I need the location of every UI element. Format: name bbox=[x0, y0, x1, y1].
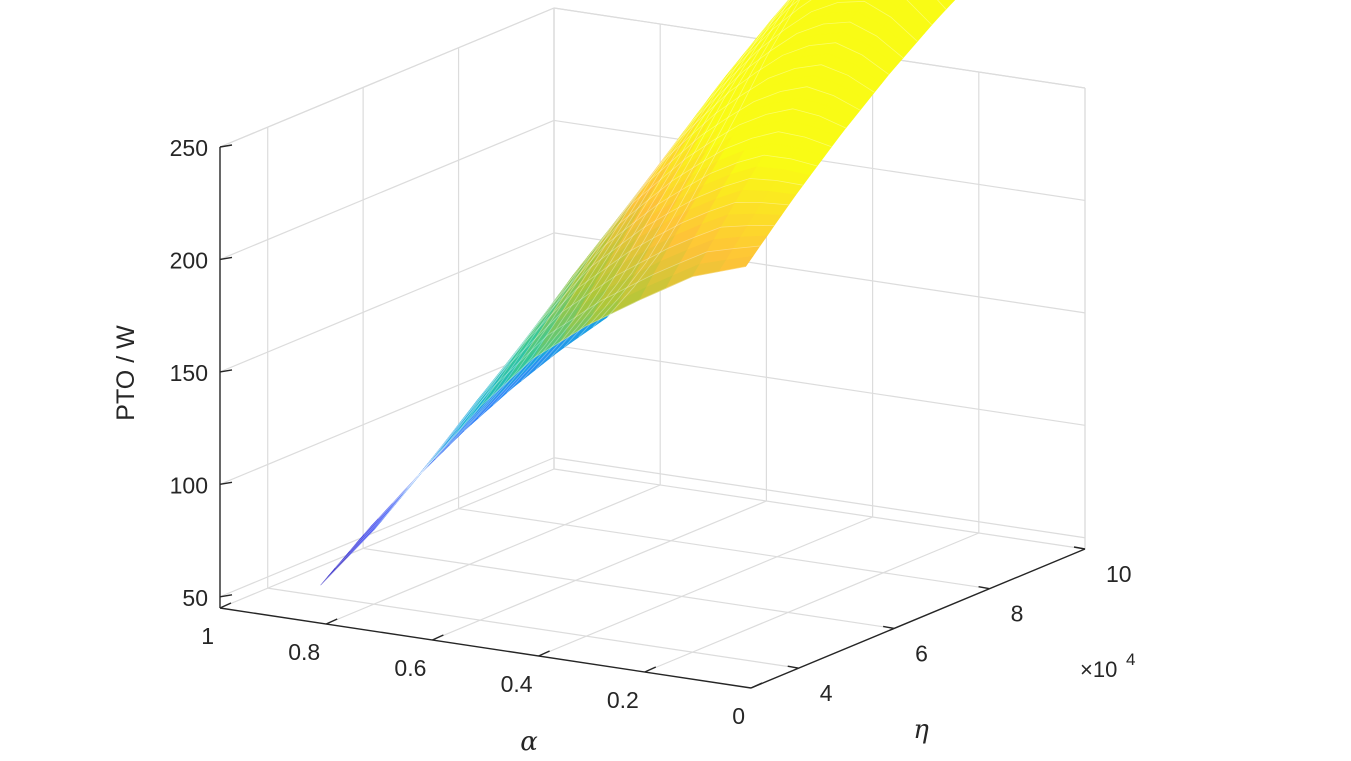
z-tick-label: 250 bbox=[170, 135, 208, 161]
y-tick-label: 8 bbox=[1011, 601, 1024, 627]
x-tick-label: 0 bbox=[732, 703, 745, 729]
z-tick-mark bbox=[219, 481, 233, 486]
x-tick-label: 0.8 bbox=[288, 639, 320, 665]
y-tick-mark bbox=[787, 665, 799, 669]
surface-mesh-line bbox=[478, 21, 904, 419]
surface-mesh-line bbox=[377, 178, 803, 520]
grid-line-y bbox=[363, 547, 895, 630]
z-tick-mark bbox=[219, 369, 233, 373]
grid-line-x bbox=[219, 468, 555, 609]
grid-line-x bbox=[644, 532, 980, 673]
surface-mesh-line bbox=[363, 201, 789, 535]
surface-mesh-line bbox=[520, 0, 947, 382]
surface-mesh-line bbox=[506, 0, 932, 394]
y-tick-label: 10 bbox=[1106, 561, 1132, 587]
z-tick-label: 200 bbox=[170, 247, 208, 273]
grid-line-z bbox=[219, 119, 555, 260]
x-tick-mark bbox=[750, 682, 763, 689]
grid-line-z bbox=[553, 457, 1086, 539]
x-tick-mark bbox=[325, 618, 338, 625]
grid-line-x bbox=[538, 516, 873, 657]
grid-lines bbox=[219, 7, 1086, 689]
y-axis-exponent: ×10 4 bbox=[1080, 650, 1135, 682]
surface-mesh-line bbox=[392, 154, 818, 504]
y-axis-label: η bbox=[913, 715, 929, 745]
grid-line-y bbox=[267, 587, 799, 669]
grid-line-x bbox=[325, 484, 661, 625]
surface-mesh-line bbox=[535, 0, 793, 370]
y-tick-mark bbox=[1073, 546, 1086, 550]
grid-line-z bbox=[219, 232, 555, 373]
y-exponent-base: ×10 bbox=[1080, 657, 1117, 682]
x-tick-label: 1 bbox=[201, 623, 214, 649]
x-axis-line bbox=[219, 607, 752, 689]
surface-mesh-line bbox=[549, 0, 790, 359]
grid-line-z bbox=[553, 344, 1086, 426]
x-tick-label: 0.2 bbox=[607, 687, 639, 713]
surface-mesh-line bbox=[320, 266, 746, 586]
z-tick-mark bbox=[219, 144, 233, 148]
tick-labels: 0 0.2 0.4 0.6 0.8 1 4 6 8 10 50 100 150 200 250 bbox=[170, 135, 1132, 729]
surface-patch bbox=[718, 255, 754, 272]
y-axis-line bbox=[750, 548, 1086, 689]
x-tick-label: 0.6 bbox=[394, 655, 426, 681]
pto-surface bbox=[320, 0, 956, 586]
y-tick-label: 4 bbox=[820, 680, 833, 706]
surface-mesh-line bbox=[420, 108, 846, 474]
surface-mesh-line bbox=[592, 0, 795, 328]
box-edge bbox=[219, 7, 555, 148]
x-tick-mark bbox=[644, 666, 657, 673]
axis-lines bbox=[219, 147, 1086, 689]
grid-line-y bbox=[458, 508, 990, 590]
z-tick-mark bbox=[219, 594, 233, 598]
grid-line-y bbox=[553, 468, 1086, 550]
x-tick-mark bbox=[219, 602, 232, 609]
back-wall-left bbox=[220, 12, 551, 604]
surface-mesh-line bbox=[349, 225, 775, 552]
y-tick-label: 6 bbox=[915, 640, 928, 666]
y-tick-mark bbox=[978, 586, 990, 590]
z-axis-label: PTO / W bbox=[112, 325, 140, 421]
z-tick-label: 100 bbox=[170, 472, 208, 498]
y-exponent-power: 4 bbox=[1126, 650, 1135, 669]
surface-mesh-line bbox=[578, 0, 791, 338]
surface-mesh-line bbox=[463, 42, 890, 432]
z-tick-label: 150 bbox=[170, 360, 208, 386]
z-tick-label: 50 bbox=[182, 585, 208, 611]
z-tick-mark bbox=[219, 256, 233, 261]
surface-mesh-line bbox=[406, 131, 832, 489]
x-axis-label: α bbox=[520, 727, 538, 757]
grid-line-z bbox=[219, 457, 555, 598]
surface-mesh-line bbox=[449, 64, 875, 446]
surface-mesh-line bbox=[563, 0, 789, 348]
x-tick-label: 0.4 bbox=[501, 671, 533, 697]
y-tick-mark bbox=[883, 625, 895, 630]
surface-mesh-line bbox=[606, 0, 801, 318]
surface-mesh-line bbox=[492, 0, 918, 406]
x-tick-mark bbox=[432, 634, 444, 641]
grid-line-x bbox=[432, 500, 767, 641]
grid-line-z bbox=[219, 344, 555, 485]
surface-mesh-line bbox=[435, 86, 861, 460]
surface-mesh-line bbox=[334, 245, 760, 569]
x-tick-mark bbox=[538, 650, 550, 657]
axes-panels bbox=[220, 12, 1085, 604]
